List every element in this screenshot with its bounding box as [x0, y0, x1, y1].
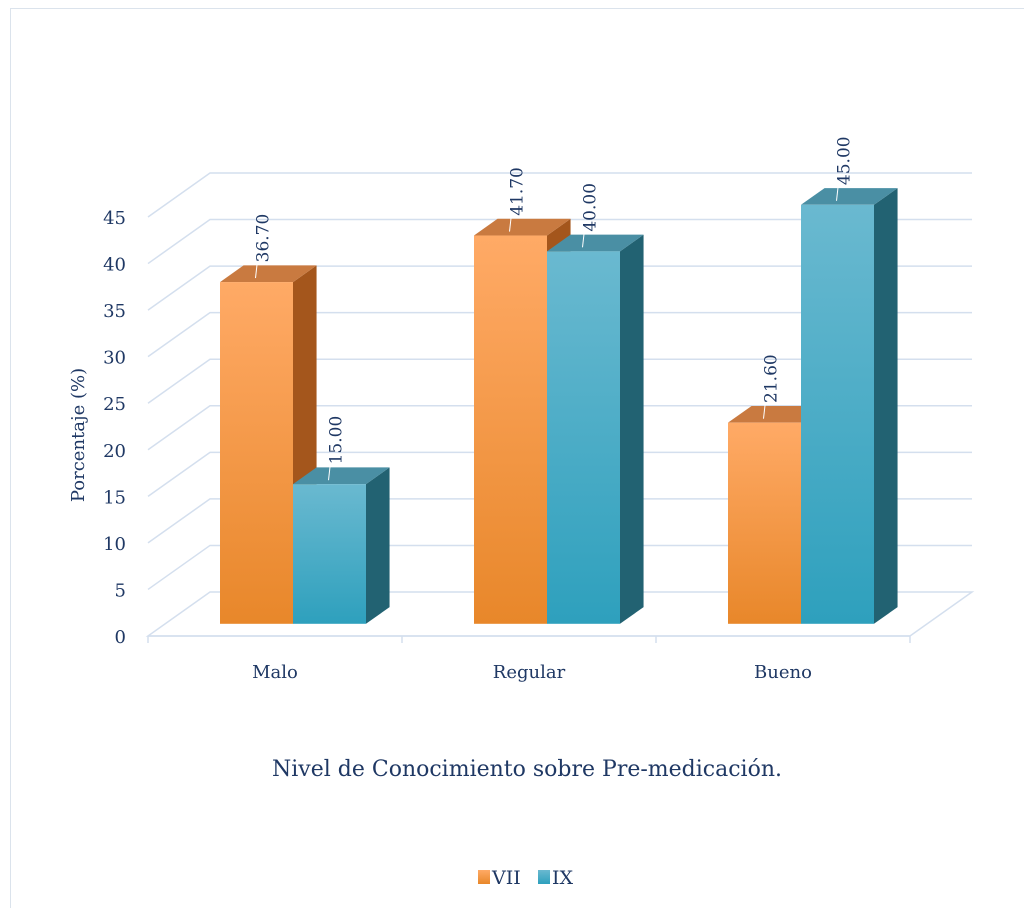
x-axis-title: Nivel de Conocimiento sobre Pre-medicaci… — [272, 757, 782, 782]
y-axis-ticks: 0 5 10 15 20 25 30 35 40 45 — [103, 208, 126, 648]
bar-front — [728, 422, 801, 624]
gridline — [147, 544, 972, 591]
y-tick-label: 30 — [103, 348, 126, 369]
x-tick-label: Regular — [493, 662, 566, 683]
bar-top — [220, 265, 317, 283]
bar-top — [474, 218, 571, 236]
x-tick-label: Malo — [252, 662, 298, 683]
chart-frame — [10, 8, 1024, 908]
leader-line — [328, 453, 332, 481]
y-tick-label: 35 — [103, 301, 126, 322]
gridline — [147, 451, 972, 497]
gridline — [147, 405, 972, 451]
legend-swatch — [478, 870, 490, 884]
bar-top — [801, 188, 898, 205]
bar-front — [547, 251, 620, 624]
gridline — [147, 265, 972, 311]
leader-line — [509, 204, 513, 232]
y-tick-label: 15 — [103, 487, 126, 508]
gridline — [147, 311, 972, 358]
grid-layer — [145, 172, 975, 643]
bar-top — [293, 467, 390, 485]
data-label: 41.70 — [508, 167, 528, 216]
data-label: 40.00 — [581, 183, 601, 232]
data-label: 45.00 — [835, 136, 855, 185]
data-label: 15.00 — [327, 416, 347, 465]
gridline — [147, 218, 972, 265]
bar-side — [874, 188, 898, 624]
y-tick-label: 5 — [115, 580, 126, 601]
gridline — [147, 498, 972, 544]
data-label: 21.60 — [762, 354, 782, 403]
legend: VII IX — [478, 867, 574, 889]
y-tick-label: 20 — [103, 441, 126, 462]
legend-label: IX — [552, 867, 574, 889]
y-tick-label: 40 — [103, 255, 126, 276]
data-label: 36.70 — [254, 214, 274, 263]
y-tick-label: 0 — [115, 627, 126, 648]
data-labels-layer: 36.70 15.00 41.70 40.00 21.60 45.00 — [254, 136, 855, 481]
y-tick-label: 45 — [103, 208, 126, 229]
x-tick-label: Bueno — [754, 662, 812, 683]
y-axis-title: Porcentaje (%) — [68, 368, 89, 502]
bars-layer — [220, 188, 898, 624]
bar-IX-Malo — [293, 467, 390, 624]
y-tick-label: 25 — [103, 394, 126, 415]
bar-side — [620, 234, 644, 624]
gridline — [147, 172, 972, 218]
bar-front — [293, 484, 366, 624]
gridline — [147, 358, 972, 404]
bar-top — [728, 405, 825, 423]
bar-top — [547, 234, 644, 252]
y-tick-label: 10 — [103, 534, 126, 555]
bar-IX-Bueno — [801, 188, 898, 624]
category-labels-layer: Malo Regular Bueno — [252, 662, 812, 683]
bar-front — [474, 235, 547, 624]
bar-front — [801, 204, 874, 624]
bar-front — [220, 282, 293, 624]
bar-VII-Malo — [220, 265, 317, 624]
bar-side — [366, 467, 390, 624]
legend-swatch — [538, 870, 550, 884]
leader-line — [255, 251, 259, 279]
legend-label: VII — [491, 867, 521, 889]
bar-IX-Regular — [547, 234, 644, 624]
leader-line — [763, 391, 767, 419]
leader-line — [836, 174, 840, 201]
leader-line — [582, 220, 586, 248]
